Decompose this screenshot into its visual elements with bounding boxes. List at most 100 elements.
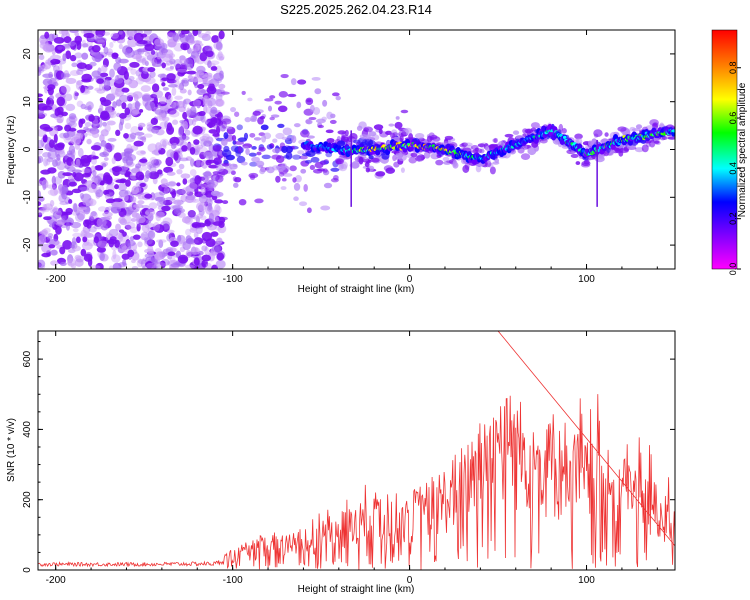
noise-cell bbox=[76, 80, 83, 86]
noise-cell bbox=[196, 88, 206, 96]
noise-cell bbox=[177, 212, 186, 218]
noise-cell bbox=[186, 39, 196, 45]
spectral-cell bbox=[363, 126, 373, 133]
y-tick-label: -20 bbox=[22, 237, 33, 252]
noise-cell bbox=[161, 62, 166, 69]
spectral-cell bbox=[494, 158, 500, 164]
noise-cell bbox=[42, 134, 48, 143]
noise-cell bbox=[38, 212, 43, 218]
noise-cell bbox=[185, 235, 192, 244]
noise-cell bbox=[219, 70, 224, 79]
spectral-cell bbox=[276, 165, 285, 172]
noise-cell bbox=[137, 195, 145, 200]
noise-cell bbox=[105, 232, 111, 241]
spectral-cell bbox=[311, 76, 321, 81]
noise-cell bbox=[38, 112, 48, 118]
spectral-cell bbox=[229, 163, 238, 170]
noise-cell bbox=[53, 37, 65, 44]
noise-cell bbox=[70, 221, 82, 229]
spectral-cell bbox=[230, 170, 236, 176]
noise-cell bbox=[163, 186, 169, 194]
noise-cell bbox=[141, 165, 148, 171]
noise-cell bbox=[99, 252, 105, 261]
spectral-cell bbox=[281, 178, 287, 182]
noise-cell bbox=[155, 251, 163, 261]
noise-cell bbox=[188, 182, 198, 190]
noise-cell bbox=[141, 223, 150, 233]
noise-cell bbox=[167, 108, 177, 115]
noise-cell bbox=[204, 45, 213, 52]
noise-cell bbox=[182, 121, 189, 130]
noise-cell bbox=[53, 65, 60, 73]
noise-cell bbox=[63, 132, 70, 139]
spectral-cell bbox=[230, 106, 237, 113]
spectral-cell bbox=[305, 150, 316, 157]
noise-cell bbox=[205, 159, 212, 166]
noise-cell bbox=[187, 210, 196, 217]
noise-cell bbox=[190, 247, 201, 255]
noise-cell bbox=[80, 85, 86, 93]
noise-cell bbox=[151, 62, 163, 68]
spectral-cell bbox=[371, 134, 380, 141]
noise-cell bbox=[129, 192, 134, 202]
noise-cell bbox=[74, 52, 83, 59]
noise-cell bbox=[140, 150, 146, 155]
noise-cell bbox=[100, 129, 109, 137]
noise-cell bbox=[130, 68, 137, 75]
colorbar-tick-label: 0.8 bbox=[728, 61, 738, 74]
noise-cell bbox=[161, 205, 171, 212]
noise-cell bbox=[180, 30, 190, 35]
noise-cell bbox=[82, 172, 91, 178]
noise-cell bbox=[83, 32, 95, 39]
noise-cell bbox=[53, 206, 58, 211]
spectral-cell bbox=[241, 90, 246, 95]
noise-cell bbox=[210, 106, 218, 114]
noise-cell bbox=[124, 206, 135, 215]
noise-cell bbox=[106, 120, 116, 126]
noise-cell bbox=[91, 53, 102, 62]
noise-cell bbox=[97, 240, 109, 249]
spectral-cell bbox=[361, 138, 372, 147]
noise-cell bbox=[61, 184, 69, 195]
spectral-cell bbox=[461, 142, 468, 147]
spectral-cell bbox=[373, 124, 384, 130]
noise-cell bbox=[86, 85, 94, 90]
noise-cell bbox=[137, 135, 143, 140]
spectral-cell bbox=[282, 127, 293, 136]
noise-cell bbox=[178, 135, 190, 141]
noise-cell bbox=[50, 54, 61, 60]
spectral-cell bbox=[221, 138, 228, 146]
noise-cell bbox=[53, 143, 65, 151]
spectral-cell bbox=[364, 162, 370, 168]
spectral-cell bbox=[266, 144, 273, 150]
spectral-cell bbox=[277, 105, 288, 113]
noise-cell bbox=[175, 189, 186, 195]
noise-cell bbox=[200, 138, 207, 147]
spectral-cell bbox=[488, 144, 499, 149]
noise-cell bbox=[103, 143, 115, 152]
noise-cell bbox=[71, 62, 78, 68]
noise-cell bbox=[155, 211, 165, 218]
spectral-cell bbox=[604, 132, 609, 137]
noise-cell bbox=[85, 101, 94, 111]
noise-cell bbox=[124, 30, 130, 37]
noise-cell bbox=[193, 98, 204, 107]
noise-cell bbox=[144, 253, 154, 259]
noise-cell bbox=[209, 60, 220, 66]
noise-cell bbox=[110, 32, 120, 39]
noise-cell bbox=[79, 186, 90, 192]
spectral-cell bbox=[309, 164, 316, 171]
noise-cell bbox=[54, 44, 64, 54]
noise-cell bbox=[194, 186, 199, 195]
noise-cell bbox=[58, 63, 63, 72]
spectral-cell bbox=[617, 126, 627, 132]
noise-cell bbox=[161, 261, 166, 269]
noise-cell bbox=[209, 210, 217, 219]
spectral-cell bbox=[442, 156, 450, 162]
noise-cell bbox=[199, 202, 205, 212]
spectral-cell bbox=[493, 137, 498, 143]
noise-cell bbox=[99, 96, 107, 103]
colorbar-tick-label: 0.6 bbox=[728, 112, 738, 125]
spectral-cell bbox=[294, 175, 302, 183]
noise-cell bbox=[206, 80, 218, 85]
